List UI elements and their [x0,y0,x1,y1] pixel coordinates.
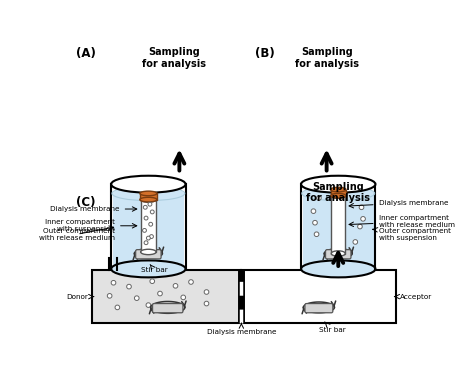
Circle shape [359,205,364,210]
Polygon shape [302,193,374,269]
Ellipse shape [301,176,375,193]
Ellipse shape [331,251,345,256]
Ellipse shape [330,187,346,192]
Ellipse shape [141,249,156,255]
Text: Dialysis membrane: Dialysis membrane [50,206,137,212]
Bar [92,271,241,323]
Text: Donor: Donor [66,294,93,299]
Circle shape [204,301,209,306]
Ellipse shape [302,187,374,200]
Circle shape [135,296,139,301]
Bar [141,200,156,252]
Text: Sampling
for analysis: Sampling for analysis [306,182,370,203]
Ellipse shape [113,187,184,200]
Circle shape [189,280,193,284]
Text: Acceptor: Acceptor [394,294,432,299]
Circle shape [146,303,151,307]
Ellipse shape [330,193,346,198]
Circle shape [143,228,146,232]
Text: (A): (A) [76,47,96,60]
Circle shape [317,196,321,200]
Circle shape [314,232,319,237]
FancyBboxPatch shape [153,304,183,313]
Text: Dialysis membrane: Dialysis membrane [207,323,276,335]
Circle shape [177,307,182,311]
Ellipse shape [111,260,186,277]
FancyBboxPatch shape [326,250,351,259]
Circle shape [111,280,116,285]
Text: Stir bar: Stir bar [319,322,346,332]
Text: Outer compartment
with release medium: Outer compartment with release medium [39,226,115,241]
Circle shape [144,216,148,220]
Ellipse shape [113,262,184,276]
Text: Sampling
for analysis: Sampling for analysis [142,47,206,69]
Circle shape [173,283,178,288]
Text: Outer compartment
with suspension: Outer compartment with suspension [373,228,451,241]
Text: Sampling
for analysis: Sampling for analysis [295,47,359,69]
Circle shape [353,240,357,244]
FancyBboxPatch shape [305,304,333,313]
Circle shape [181,295,186,300]
Circle shape [158,291,162,296]
Text: (B): (B) [255,47,275,60]
Ellipse shape [141,197,156,202]
Bar [140,193,157,200]
Circle shape [204,290,209,294]
Circle shape [150,279,155,283]
Bar [331,196,345,253]
Polygon shape [113,193,184,269]
Circle shape [144,241,148,245]
Circle shape [146,236,150,240]
Circle shape [127,284,131,289]
Circle shape [150,210,154,214]
Circle shape [115,305,120,310]
Ellipse shape [140,191,157,196]
Circle shape [149,234,154,239]
Circle shape [149,222,153,226]
Ellipse shape [302,262,374,276]
Bar [330,190,346,196]
Ellipse shape [331,193,345,198]
Ellipse shape [301,260,375,277]
Text: Inner compartment
with release medium: Inner compartment with release medium [349,215,455,228]
Text: Inner compartment
with suspension: Inner compartment with suspension [45,219,137,232]
Circle shape [357,224,362,229]
Ellipse shape [111,176,186,193]
Text: (C): (C) [76,196,96,209]
Circle shape [148,202,152,206]
FancyBboxPatch shape [136,250,161,259]
Text: Stir bar: Stir bar [141,264,168,273]
Circle shape [107,293,112,298]
Text: Dialysis membrane: Dialysis membrane [349,200,448,208]
Circle shape [311,209,316,214]
Circle shape [143,205,147,209]
Circle shape [313,220,317,225]
Circle shape [361,217,365,221]
Bar [241,271,396,323]
Ellipse shape [140,197,157,202]
